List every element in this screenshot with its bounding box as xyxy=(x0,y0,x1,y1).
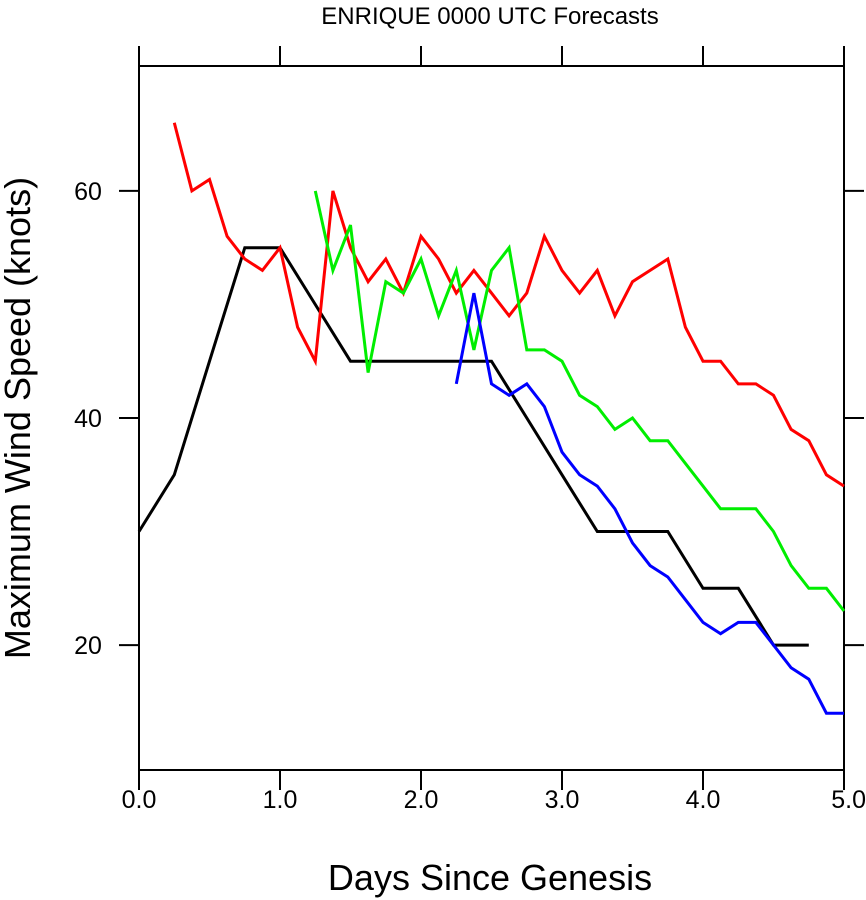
chart-title: ENRIQUE 0000 UTC Forecasts xyxy=(321,3,658,30)
series-line-2 xyxy=(172,122,845,488)
series-line-4 xyxy=(454,292,844,715)
x-axis-title: Days Since Genesis xyxy=(328,857,652,898)
plot-frame xyxy=(138,65,845,771)
tick-marks xyxy=(119,46,864,790)
x-tick-label: 5.0 xyxy=(831,786,866,814)
x-tick-label: 1.0 xyxy=(263,786,298,814)
y-tick-label: 20 xyxy=(74,632,102,660)
x-tick-label: 0.0 xyxy=(122,786,157,814)
x-tick-label: 3.0 xyxy=(545,786,580,814)
x-tick-label: 4.0 xyxy=(686,786,721,814)
series-line-3 xyxy=(313,190,846,612)
y-axis-title: Maximum Wind Speed (knots) xyxy=(0,177,38,659)
series-lines xyxy=(137,122,846,715)
y-tick-label: 40 xyxy=(74,405,102,433)
y-tick-label: 60 xyxy=(74,178,102,206)
tick-labels: 0.0 1.0 2.0 3.0 4.0 5.0 20 40 60 xyxy=(74,178,866,814)
series-line-1 xyxy=(137,246,809,647)
x-tick-label: 2.0 xyxy=(404,786,439,814)
